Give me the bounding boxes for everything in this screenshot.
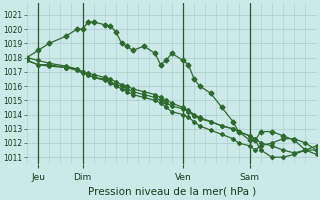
X-axis label: Pression niveau de la mer( hPa ): Pression niveau de la mer( hPa ) [88, 187, 256, 197]
